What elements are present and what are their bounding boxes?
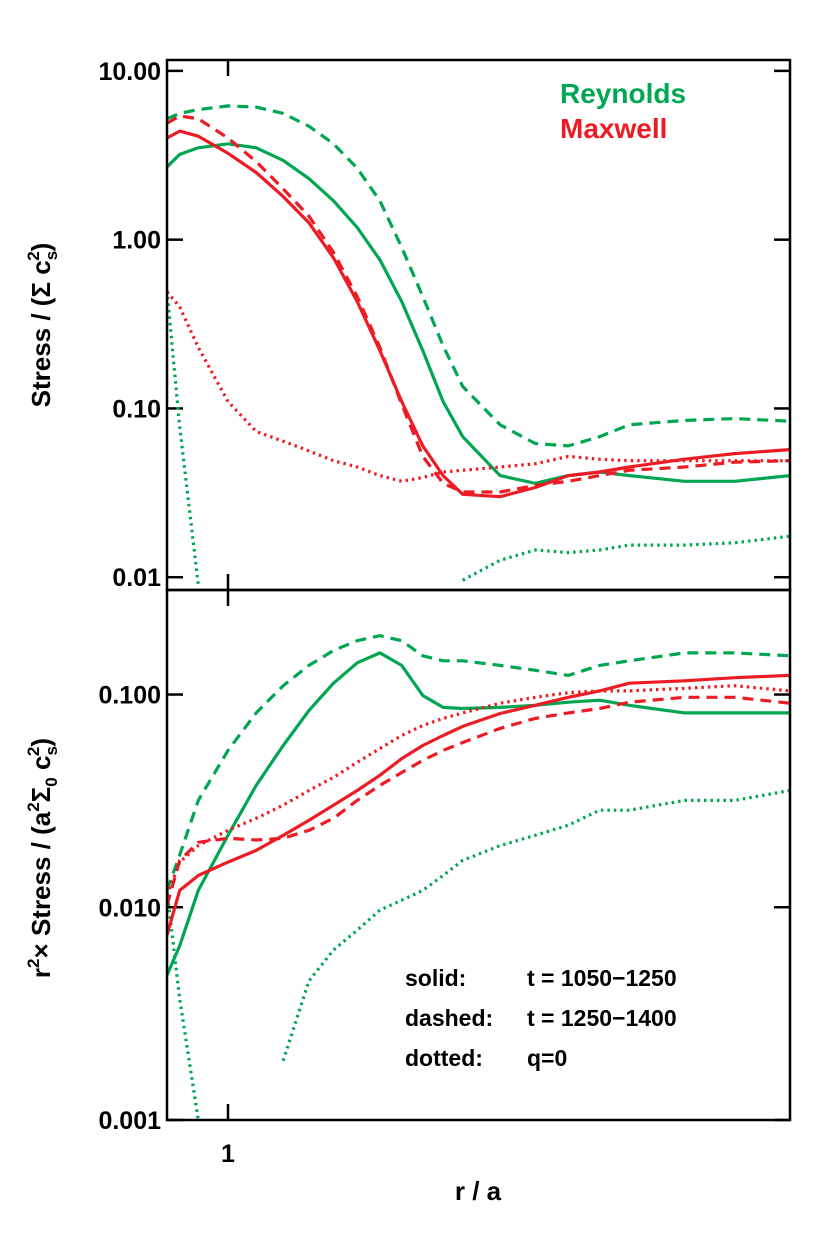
y-tick-label: 0.001 [98,1107,161,1135]
plot-area [167,634,790,1120]
legend-entry: Reynolds [560,78,686,109]
y-axis-label-part: r [26,968,56,978]
y-axis-label-part: ) [26,738,56,747]
y-tick-label: 0.10 [112,395,161,423]
y-axis-label-part: 2 [24,958,43,967]
series-line [167,634,790,891]
y-axis-label: r2× Stress / (a2Σ0 cs2) [24,738,61,978]
annotation: solid: [405,965,466,991]
y-axis-label-part: c [26,756,56,778]
series-line [167,651,790,976]
series-line [167,788,790,1120]
x-axis-label: r / a [455,1176,502,1206]
series-line [167,290,790,586]
y-tick-label: 10.00 [98,58,161,86]
series-line [167,673,790,936]
plot-frame [165,588,792,1122]
y-axis-label-part: 2 [24,747,43,756]
series-line [167,695,790,906]
plot-frame [165,58,792,592]
series-line [167,104,790,448]
series-line [167,129,790,499]
series-line [167,290,790,483]
annotation: dotted: [405,1045,483,1071]
y-axis-label-part: s [42,251,61,260]
series-line [167,684,790,896]
y-axis-label-part: 0 [42,777,61,786]
y-axis-label-part: Σ [26,787,56,803]
y-tick-label: 0.010 [98,894,161,922]
y-axis-label-part: ) [26,243,56,252]
y-tick-label: 0.01 [112,564,161,592]
y-axis-label-part: s [42,746,61,755]
y-tick-label: 1.00 [112,227,161,255]
y-tick-label: 0.100 [98,682,161,710]
legend-entry: Maxwell [560,113,667,144]
annotation: t = 1250−1400 [527,1005,677,1031]
y-axis-label-part: × Stress / (a [26,811,56,958]
y-axis-label-part: 2 [24,251,43,260]
annotation: q=0 [527,1045,567,1071]
series-line [167,114,790,494]
y-axis-label: Stress / (Σ cs2) [24,243,61,408]
y-axis-label-part: 2 [24,802,43,811]
plot-area [167,104,790,586]
x-tick-label: 1 [221,1140,235,1168]
annotation: t = 1050−1250 [527,965,677,991]
y-axis-label-part: Stress / (Σ c [26,260,56,407]
annotation: dashed: [405,1005,493,1031]
